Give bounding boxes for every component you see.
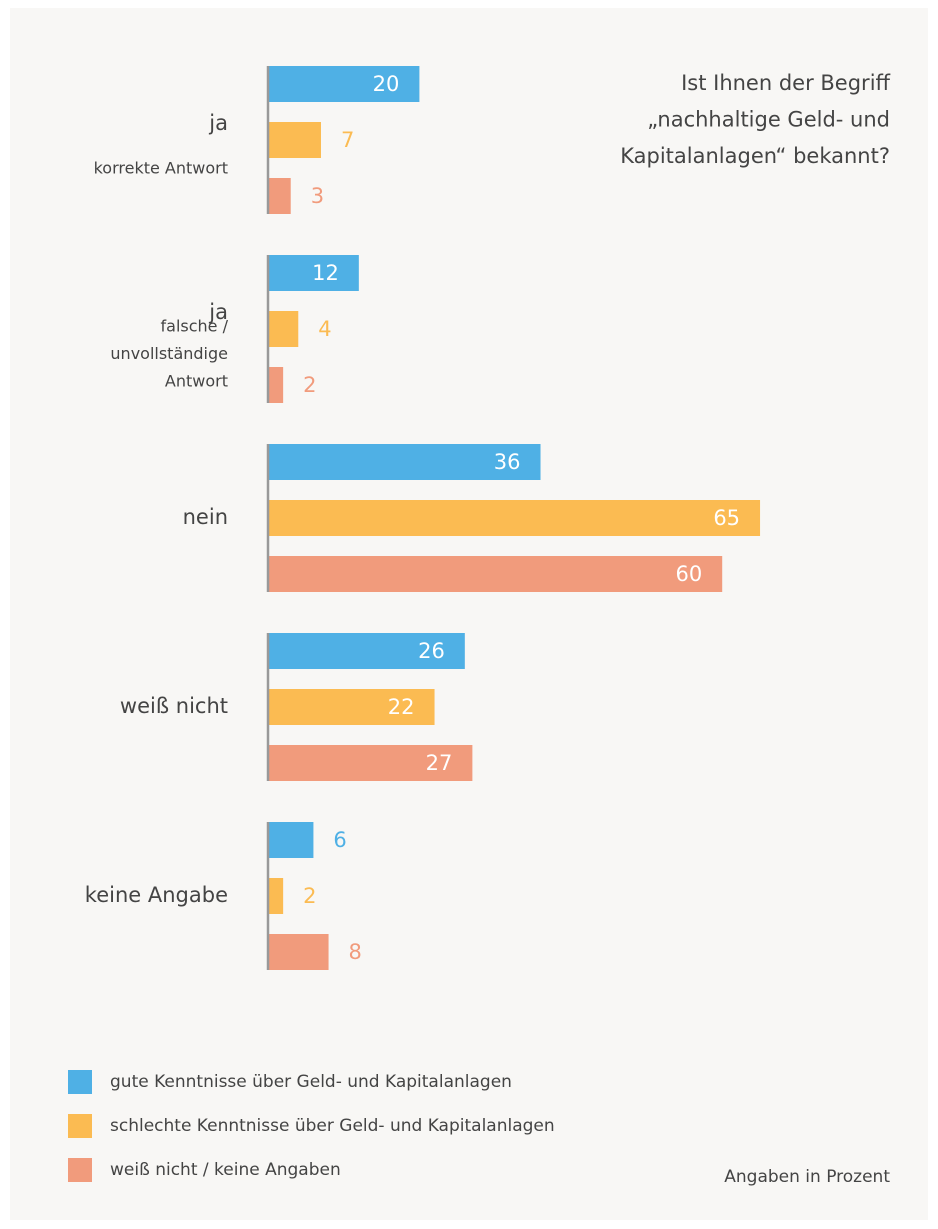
bar <box>268 689 435 725</box>
bar <box>268 745 473 781</box>
chart-title: Ist Ihnen der Begriff <box>681 71 890 95</box>
value-label: 65 <box>713 506 740 530</box>
value-label: 7 <box>341 128 354 152</box>
legend-label: weiß nicht / keine Angaben <box>110 1160 341 1180</box>
bar <box>268 822 314 858</box>
bar <box>268 66 420 102</box>
category-label: weiß nicht <box>120 694 228 718</box>
value-label: 36 <box>494 450 521 474</box>
bar <box>268 878 284 914</box>
bar <box>268 367 284 403</box>
bar <box>268 934 329 970</box>
category-note: korrekte Antwort <box>94 159 228 178</box>
bar <box>268 556 723 592</box>
chart-title: „nachhaltige Geld- und <box>647 108 890 132</box>
value-label: 2 <box>303 373 316 397</box>
value-label: 6 <box>333 828 346 852</box>
background <box>10 8 928 1220</box>
value-label: 8 <box>349 940 362 964</box>
value-label: 27 <box>426 751 453 775</box>
bar <box>268 500 761 536</box>
bar <box>268 255 359 291</box>
category-label: ja <box>208 300 228 324</box>
category-label: ja <box>208 111 228 135</box>
value-label: 22 <box>388 695 415 719</box>
legend-swatch <box>68 1114 92 1138</box>
value-label: 4 <box>318 317 331 341</box>
value-label: 20 <box>373 72 400 96</box>
category-note: unvollständige <box>110 344 228 363</box>
chart-title: Kapitalanlagen“ bekannt? <box>620 144 890 168</box>
legend-label: gute Kenntnisse über Geld- und Kapitalan… <box>110 1072 512 1092</box>
bar <box>268 178 291 214</box>
category-note: Antwort <box>165 372 228 391</box>
bar <box>268 122 321 158</box>
legend-swatch <box>68 1070 92 1094</box>
value-label: 26 <box>418 639 445 663</box>
category-label: keine Angabe <box>85 883 228 907</box>
category-note: falsche / <box>161 317 229 336</box>
legend-swatch <box>68 1158 92 1182</box>
value-label: 2 <box>303 884 316 908</box>
category-label: nein <box>183 505 228 529</box>
legend-label: schlechte Kenntnisse über Geld- und Kapi… <box>110 1116 555 1136</box>
value-label: 3 <box>311 184 324 208</box>
value-label: 12 <box>312 261 339 285</box>
value-label: 60 <box>675 562 702 586</box>
bar <box>268 444 541 480</box>
bar <box>268 633 465 669</box>
bar <box>268 311 299 347</box>
note: Angaben in Prozent <box>724 1167 890 1187</box>
